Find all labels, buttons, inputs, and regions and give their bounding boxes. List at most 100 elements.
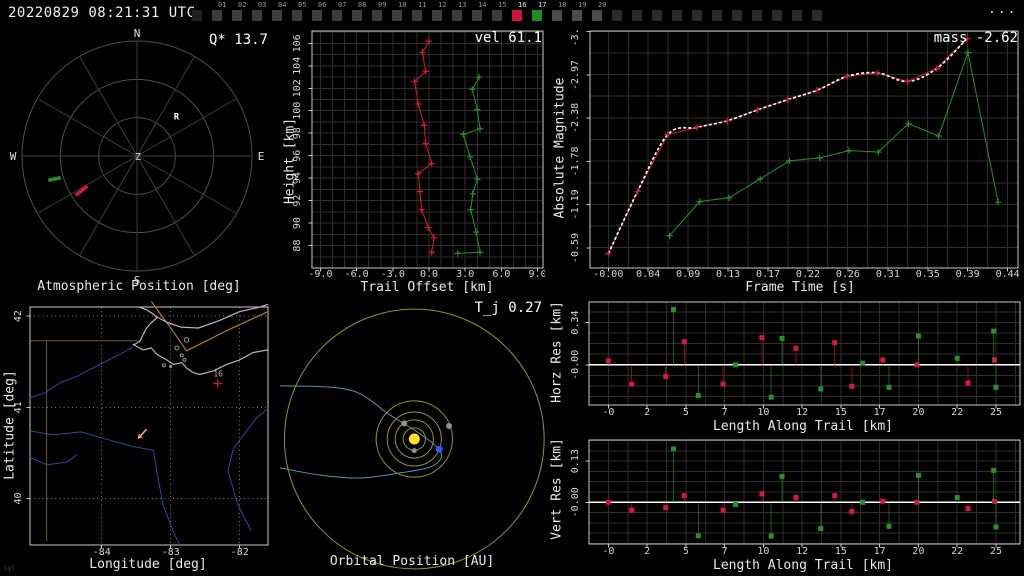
frame-swatch <box>772 10 782 21</box>
svg-text:-82: -82 <box>231 547 249 558</box>
frame-swatch <box>532 10 542 21</box>
frame-time-xlabel: Frame Time [s] <box>745 280 855 295</box>
svg-text:-0: -0 <box>602 407 614 418</box>
frame-number: 13 <box>458 1 467 9</box>
axis-ticks: -84 -83 -82 40 41 42 <box>13 310 249 558</box>
frame-swatch <box>372 10 382 21</box>
frame-square-10[interactable]: 10 <box>392 0 412 28</box>
frame-square-09[interactable]: 09 <box>372 0 392 28</box>
svg-text:-3.0: -3.0 <box>381 269 405 280</box>
frame-square-blank-23[interactable] <box>652 0 672 28</box>
frame-square-19[interactable]: 19 <box>572 0 592 28</box>
frame-square-blank-30[interactable] <box>792 0 812 28</box>
svg-text:0.0: 0.0 <box>420 269 438 280</box>
svg-text:7: 7 <box>722 407 728 418</box>
panel-vertical-residuals: -0 2 5 7 10 12 15 17 20 22 25 0.13 -0.00 Vert Res [k… <box>545 437 1024 576</box>
svg-text:-0: -0 <box>602 546 614 557</box>
frame-square-03[interactable]: 03 <box>252 0 272 28</box>
svg-text:N: N <box>134 28 141 40</box>
length-along-trail-xlabel-1: Length Along Trail [km] <box>712 419 894 434</box>
svg-text:2: 2 <box>644 546 650 557</box>
frame-square-16[interactable]: 16 <box>512 0 532 28</box>
frame-square-13[interactable]: 13 <box>452 0 472 28</box>
frame-square-blank-27[interactable] <box>732 0 752 28</box>
length-along-trail-xlabel-2: Length Along Trail [km] <box>712 558 894 573</box>
q-star-value: Q* 13.7 <box>208 32 268 48</box>
sun <box>408 433 420 445</box>
frame-number: 18 <box>558 1 567 9</box>
station-2-markers <box>454 73 484 257</box>
frame-number: 14 <box>478 1 487 9</box>
frame-square-blank-21[interactable] <box>612 0 632 28</box>
svg-text:-9.0: -9.0 <box>308 269 332 280</box>
frame-square-01[interactable]: 01 <box>212 0 232 28</box>
projection-label: cyl <box>4 565 15 572</box>
frame-square-blank-22[interactable] <box>632 0 652 28</box>
frame-number: 07 <box>338 1 347 9</box>
svg-text:12: 12 <box>796 546 808 557</box>
frame-square-20[interactable]: 20 <box>592 0 612 28</box>
svg-text:10: 10 <box>757 407 769 418</box>
planet-venus <box>401 420 408 427</box>
plot-frame <box>588 301 1021 406</box>
svg-text:106: 106 <box>292 34 303 52</box>
svg-text:15: 15 <box>835 546 847 557</box>
svg-text:12: 12 <box>796 407 808 418</box>
frame-square-17[interactable]: 17 <box>532 0 552 28</box>
svg-text:Z: Z <box>135 152 141 163</box>
more-frames-ellipsis[interactable]: ... <box>988 2 1018 17</box>
frame-number: 02 <box>238 1 247 9</box>
frame-square-blank-26[interactable] <box>712 0 732 28</box>
svg-text:22: 22 <box>951 407 963 418</box>
axis-ticks: -0 2 5 7 10 12 15 17 20 22 250.34-0.00 <box>570 310 1002 418</box>
plot-frame <box>29 306 269 546</box>
frame-square-blank-28[interactable] <box>752 0 772 28</box>
svg-text:-6.0: -6.0 <box>345 269 369 280</box>
frame-swatch <box>512 10 522 21</box>
frame-square-blank-0[interactable] <box>192 0 212 28</box>
svg-text:-84: -84 <box>93 547 111 558</box>
topbar: 20220829 08:21:31 UTC 01 02 03 04 05 06 07 08 09… <box>0 0 1024 28</box>
svg-text:10: 10 <box>757 546 769 557</box>
frame-swatch <box>292 10 302 21</box>
svg-text:-0.00: -0.00 <box>570 350 581 380</box>
frame-square-05[interactable]: 05 <box>292 0 312 28</box>
frame-square-14[interactable]: 14 <box>472 0 492 28</box>
svg-text:0.26: 0.26 <box>836 269 860 280</box>
frame-square-02[interactable]: 02 <box>232 0 252 28</box>
svg-text:0.44: 0.44 <box>996 269 1020 280</box>
vertical-residuals-plot: -0 2 5 7 10 12 15 17 20 22 250.13-0.00 <box>570 439 1021 557</box>
vert-res-ylabel: Vert Res [km] <box>549 438 565 540</box>
svg-text:25: 25 <box>990 546 1002 557</box>
frame-square-12[interactable]: 12 <box>432 0 452 28</box>
svg-text:22: 22 <box>951 546 963 557</box>
trajectory-arrow <box>137 428 148 439</box>
svg-text:0.34: 0.34 <box>570 310 581 334</box>
frame-square-blank-29[interactable] <box>772 0 792 28</box>
state-borders <box>30 340 139 542</box>
frame-square-04[interactable]: 04 <box>272 0 292 28</box>
frame-square-06[interactable]: 06 <box>312 0 332 28</box>
svg-text:-2.38: -2.38 <box>570 103 581 133</box>
plot-frame <box>588 439 1021 545</box>
frame-square-15[interactable]: 15 <box>492 0 512 28</box>
frame-square-07[interactable]: 07 <box>332 0 352 28</box>
frame-square-blank-31[interactable] <box>812 0 832 28</box>
svg-text:-0.00: -0.00 <box>593 269 623 280</box>
frame-swatch <box>352 10 362 21</box>
frame-square-blank-25[interactable] <box>692 0 712 28</box>
station-2-series <box>457 76 481 254</box>
panel-trail-offset: -9.0 -6.0 -3.0 0.0 3.0 6.0 9.0 88 90 92 94 96 98 100 1… <box>280 28 546 298</box>
frame-square-11[interactable]: 11 <box>412 0 432 28</box>
svg-text:15: 15 <box>835 407 847 418</box>
station-2-residuals <box>670 446 999 539</box>
svg-text:S: S <box>134 274 141 287</box>
frame-square-blank-24[interactable] <box>672 0 692 28</box>
frame-swatch <box>272 10 282 21</box>
frame-square-18[interactable]: 18 <box>552 0 572 28</box>
svg-text:90: 90 <box>292 217 303 229</box>
plot-frame <box>589 30 1019 269</box>
frame-square-08[interactable]: 08 <box>352 0 372 28</box>
svg-text:-0.00: -0.00 <box>570 487 581 517</box>
meteoroid-orbit <box>280 385 443 479</box>
